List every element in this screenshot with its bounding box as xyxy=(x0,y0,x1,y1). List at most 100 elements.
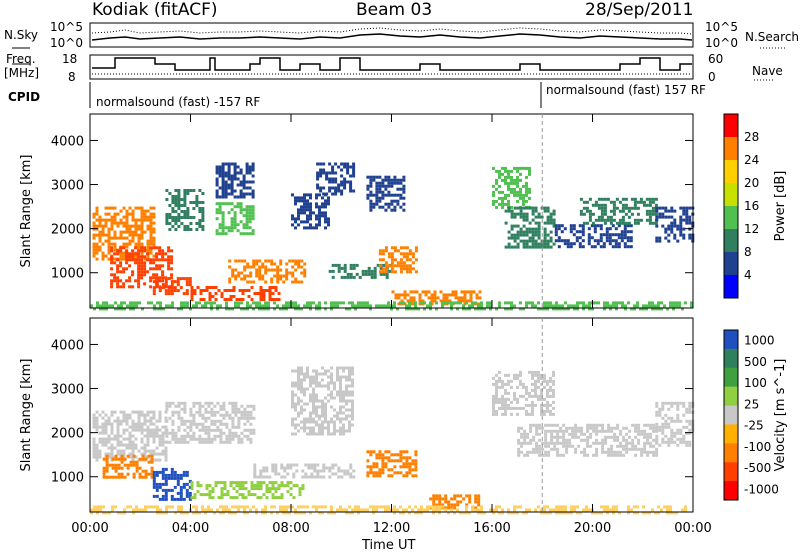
heatmap-cell xyxy=(495,187,498,191)
heatmap-cell xyxy=(252,280,256,284)
heatmap-cell xyxy=(93,307,96,311)
heatmap-cell xyxy=(569,227,573,231)
heatmap-cell xyxy=(273,262,277,266)
heatmap-cell xyxy=(430,293,434,297)
heatmap-cell xyxy=(279,277,283,281)
heatmap-cell xyxy=(137,255,141,259)
heatmap-cell xyxy=(598,441,602,445)
heatmap-cell xyxy=(560,224,564,228)
heatmap-cell xyxy=(164,280,168,284)
heatmap-cell xyxy=(342,375,345,379)
heatmap-cell xyxy=(237,434,241,438)
heatmap-cell xyxy=(615,304,618,308)
heatmap-cell xyxy=(291,265,295,269)
heatmap-cell xyxy=(492,376,495,380)
heatmap-cell xyxy=(351,378,354,382)
heatmap-cell xyxy=(525,212,529,216)
heatmap-cell xyxy=(242,208,246,212)
heatmap-cell xyxy=(600,215,604,219)
heatmap-cell xyxy=(110,246,114,250)
heatmap-cell xyxy=(164,258,168,262)
heatmap-cell xyxy=(534,230,538,234)
heatmap-cell xyxy=(555,304,558,308)
heatmap-cell xyxy=(519,209,523,213)
heatmap-cell xyxy=(572,224,576,228)
heatmap-cell xyxy=(529,438,533,442)
heatmap-cell xyxy=(261,262,265,266)
heatmap-cell xyxy=(492,394,495,398)
heatmap-cell xyxy=(195,201,199,204)
heatmap-cell xyxy=(195,505,198,509)
heatmap-cell xyxy=(552,370,555,374)
heatmap-cell xyxy=(140,270,144,274)
heatmap-cell xyxy=(546,394,549,398)
heatmap-cell xyxy=(164,491,168,495)
heatmap-cell xyxy=(540,409,543,413)
heatmap-cell xyxy=(312,393,315,397)
heatmap-cell xyxy=(152,449,156,453)
heatmap-cell xyxy=(343,266,347,270)
heatmap-cell xyxy=(543,397,546,401)
heatmap-cell xyxy=(589,444,593,448)
heatmap-cell xyxy=(159,511,162,515)
heatmap-cell xyxy=(658,428,662,432)
heatmap-cell xyxy=(291,193,294,197)
heatmap-cell xyxy=(465,307,468,311)
heatmap-cell xyxy=(492,193,495,197)
heatmap-cell xyxy=(242,186,246,190)
heatmap-cell xyxy=(517,438,521,442)
heatmap-cell xyxy=(177,207,181,210)
heatmap-cell xyxy=(138,457,142,461)
nave-label: Nave xyxy=(752,64,783,78)
heatmap-cell xyxy=(242,232,246,236)
heatmap-cell xyxy=(648,218,652,222)
heatmap-cell xyxy=(649,426,653,430)
heatmap-cell xyxy=(516,199,519,203)
heatmap-cell xyxy=(688,440,692,444)
heatmap-cell xyxy=(448,293,452,297)
heatmap-cell xyxy=(375,465,379,469)
heatmap-cell xyxy=(230,229,234,233)
heatmap-cell xyxy=(343,180,347,184)
heatmap-cell xyxy=(600,218,604,222)
heatmap-cell xyxy=(312,387,315,391)
heatmap-cell xyxy=(339,396,342,400)
heatmap-cell xyxy=(363,508,366,512)
heatmap-cell xyxy=(378,471,382,475)
heatmap-cell xyxy=(630,197,634,201)
heatmap-cell xyxy=(105,457,109,461)
heatmap-cell xyxy=(546,215,550,219)
heatmap-cell xyxy=(119,410,123,414)
heatmap-cell xyxy=(239,202,243,206)
heatmap-cell xyxy=(361,272,365,276)
heatmap-cell xyxy=(123,301,126,305)
heatmap-cell xyxy=(110,218,114,222)
heatmap-cell xyxy=(122,270,126,274)
heatmap-cell xyxy=(522,245,526,249)
heatmap-cell xyxy=(104,221,108,225)
heatmap-cell xyxy=(192,413,196,417)
heatmap-cell xyxy=(146,242,150,246)
heatmap-cell xyxy=(399,196,403,200)
heatmap-cell xyxy=(327,429,330,433)
heatmap-cell xyxy=(101,431,105,435)
heatmap-cell xyxy=(271,493,275,497)
heatmap-cell xyxy=(240,416,244,420)
heatmap-cell xyxy=(221,229,225,233)
heatmap-cell xyxy=(387,193,391,197)
heatmap-cell xyxy=(231,437,235,441)
heatmap-cell xyxy=(537,212,541,216)
heatmap-cell xyxy=(294,508,297,512)
heatmap-cell xyxy=(568,432,572,436)
heatmap-cell xyxy=(219,304,222,308)
heatmap-cell xyxy=(201,192,205,195)
heatmap-cell xyxy=(645,218,649,222)
heatmap-cell xyxy=(667,215,671,219)
heatmap-cell xyxy=(343,469,347,473)
heatmap-cell xyxy=(250,484,254,488)
heatmap-cell xyxy=(101,437,105,441)
heatmap-cell xyxy=(297,265,301,269)
heatmap-cell xyxy=(657,505,660,509)
heatmap-cell xyxy=(529,423,533,427)
heatmap-cell xyxy=(670,221,674,225)
